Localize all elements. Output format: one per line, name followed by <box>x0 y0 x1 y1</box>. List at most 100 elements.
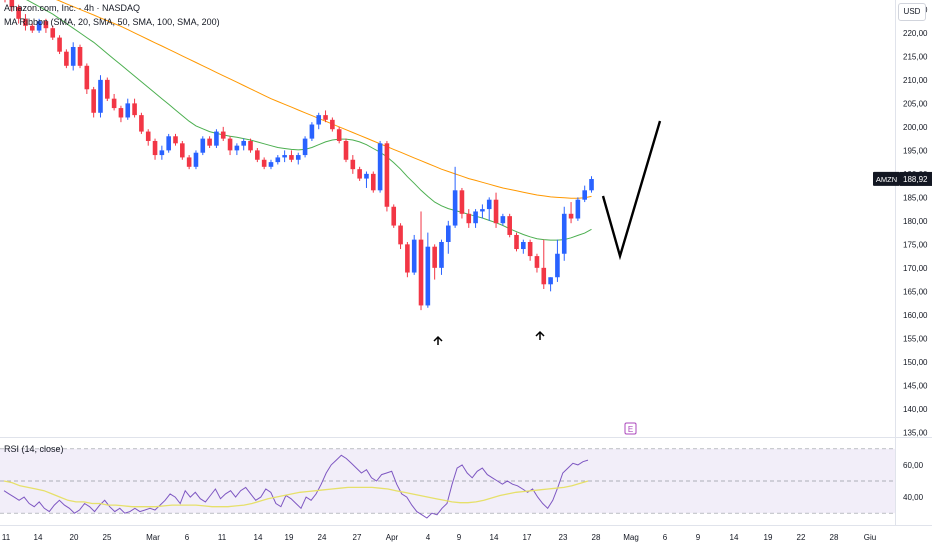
candle-body <box>186 157 192 167</box>
price-tick-label: 195,00 <box>903 146 928 155</box>
candle-body <box>343 140 349 160</box>
candle-body <box>302 138 308 156</box>
candle-body <box>364 173 369 179</box>
candle-body <box>568 213 574 219</box>
candle-body <box>9 0 15 8</box>
candle-body <box>493 199 499 224</box>
time-tick-label: 19 <box>285 533 294 542</box>
user-drawings: E <box>433 120 662 435</box>
candle-body <box>241 140 246 146</box>
price-tick-label: 175,00 <box>903 240 928 249</box>
rsi-legend[interactable]: RSI (14, close) <box>4 444 64 454</box>
candle-body <box>377 143 383 191</box>
arrow-up-head-icon <box>535 330 545 337</box>
time-tick-label: 22 <box>797 533 806 542</box>
candle-body <box>521 241 526 250</box>
price-tick-label: 135,00 <box>903 428 928 437</box>
price-grid <box>0 0 932 526</box>
sma-20-line <box>26 0 592 241</box>
ma-ribbon-legend[interactable]: MA Ribbon (SMA, 20, SMA, 50, SMA, 100, S… <box>4 17 220 27</box>
time-tick-label: 6 <box>185 533 190 542</box>
candle-body <box>173 136 178 144</box>
time-tick-label: 9 <box>457 533 462 542</box>
candle-body <box>350 159 356 170</box>
last-price-tag <box>900 171 932 186</box>
candle-body <box>145 131 151 141</box>
symbol-tag <box>873 171 900 186</box>
candle-body <box>91 89 96 113</box>
candle-body <box>582 190 587 200</box>
candle-body <box>105 79 110 99</box>
time-tick-label: Apr <box>386 533 399 542</box>
candle-body <box>125 103 131 118</box>
candle-body <box>425 246 431 306</box>
candle-body <box>70 46 76 66</box>
last-price-label: 188,92 <box>903 175 928 184</box>
price-axis[interactable]: 225,00220,00215,00210,00205,00200,00195,… <box>873 5 932 437</box>
candle-body <box>418 239 424 306</box>
rsi-ma-line <box>3 480 589 508</box>
candle-body <box>384 143 390 207</box>
candle-body <box>261 159 267 167</box>
candle-body <box>357 169 362 179</box>
candle-body <box>64 51 69 66</box>
price-tick-label: 205,00 <box>903 99 928 108</box>
candle-body <box>548 277 553 285</box>
time-tick-label: 4 <box>426 533 431 542</box>
candle-body <box>555 253 560 278</box>
candle-body <box>405 244 410 273</box>
currency-button[interactable]: USD <box>898 3 926 21</box>
candle-body <box>466 213 472 224</box>
candle-body <box>507 216 512 235</box>
time-tick-label: 14 <box>34 533 43 542</box>
chart-title[interactable]: Amazon.com, Inc. · 4h · NASDAQ <box>4 3 141 13</box>
candle-body <box>16 7 21 19</box>
candle-body <box>295 155 301 160</box>
time-tick-label: 14 <box>730 533 739 542</box>
candle-body <box>29 25 35 31</box>
time-tick-label: 28 <box>592 533 601 542</box>
candle-body <box>309 124 315 139</box>
candle-body <box>132 103 137 116</box>
time-tick-label: 11 <box>218 533 227 542</box>
candle-body <box>77 46 83 66</box>
candle-body <box>166 136 171 151</box>
price-tick-label: 145,00 <box>903 381 928 390</box>
candle-body <box>316 115 322 125</box>
candle-body <box>248 140 253 151</box>
candle-body <box>234 145 240 151</box>
price-tick-label: 200,00 <box>903 123 928 132</box>
price-tick-label: 150,00 <box>903 358 928 367</box>
candle-body <box>220 131 226 139</box>
candle-body <box>84 65 90 90</box>
earnings-marker-glyph: E <box>628 425 633 434</box>
candle-body <box>36 21 42 31</box>
candle-body <box>98 79 103 113</box>
candle-body <box>439 241 444 268</box>
candle-body <box>336 129 342 141</box>
candle-body <box>268 162 274 167</box>
time-tick-label: 6 <box>663 533 668 542</box>
price-tick-label: 160,00 <box>903 311 928 320</box>
candle-body <box>139 115 144 132</box>
candle-body <box>411 239 417 273</box>
price-tick-label: 215,00 <box>903 52 928 61</box>
candle-body <box>527 241 533 257</box>
time-tick-label: 17 <box>523 533 532 542</box>
candle-body <box>275 157 281 163</box>
candle-body <box>561 213 567 254</box>
candle-body <box>391 206 397 226</box>
price-tick-label: 220,00 <box>903 29 928 38</box>
time-tick-label: Mag <box>623 533 639 542</box>
earnings-marker-icon <box>624 422 637 435</box>
candle-body <box>289 155 294 160</box>
time-tick-label: 14 <box>254 533 263 542</box>
candle-body <box>193 152 199 167</box>
candle-body <box>111 98 117 109</box>
candle-body <box>118 108 124 118</box>
moving-average-lines <box>26 0 592 241</box>
candle-body <box>200 138 206 153</box>
candle-body <box>398 225 403 245</box>
time-axis[interactable]: 11 14 20 25 Mar 6 11 14 19 24 27 Apr 4 9 14 17 23 28 Mag 6 9… <box>2 533 876 542</box>
